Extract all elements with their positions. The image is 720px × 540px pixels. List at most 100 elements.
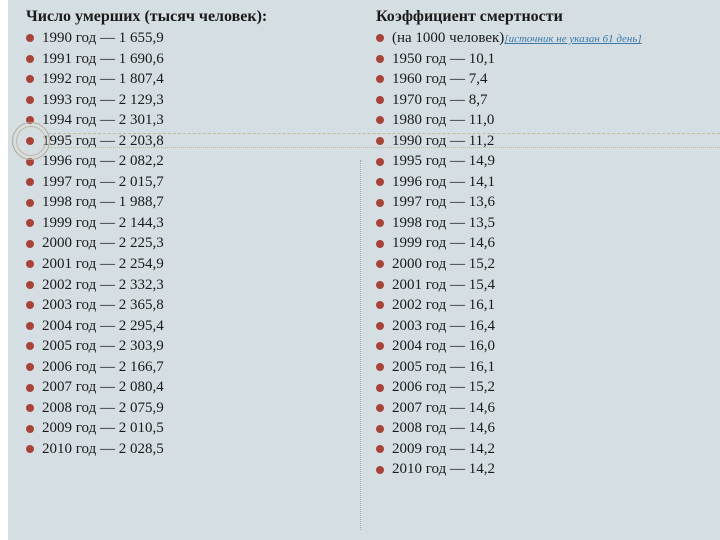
bullet-icon [376,75,384,83]
bullet-icon [376,199,384,207]
list-item: 1990 год — 1 655,9 [26,28,356,49]
decorative-dotted-line [48,147,720,148]
bullet-icon [26,240,34,248]
list-item: 1996 год — 14,1 [376,172,706,193]
list-item: 2005 год — 16,1 [376,357,706,378]
sub-note-text: (на 1000 человек) [392,30,504,46]
bullet-icon [376,342,384,350]
list-item: 2003 год — 2 365,8 [26,295,356,316]
list-item: 1999 год — 14,6 [376,233,706,254]
list-item-text: 2010 год — 14,2 [392,459,495,480]
bullet-icon [26,322,34,330]
list-item: 2010 год — 2 028,5 [26,439,356,460]
right-column: Коэффициент смертности (на 1000 человек)… [364,8,706,480]
list-item: 2002 год — 2 332,3 [26,275,356,296]
left-heading: Число умерших (тысяч человек): [14,8,356,26]
list-item-text: 1996 год — 2 082,2 [42,151,164,172]
list-item-text: 1998 год — 13,5 [392,213,495,234]
list-item: 2006 год — 2 166,7 [26,357,356,378]
bullet-icon [376,34,384,42]
list-item-text: 2000 год — 15,2 [392,254,495,275]
decorative-circle [12,122,50,160]
list-item-text: 2006 год — 15,2 [392,377,495,398]
list-item: 1997 год — 13,6 [376,192,706,213]
right-heading: Коэффициент смертности [364,8,706,26]
list-item: 2008 год — 2 075,9 [26,398,356,419]
list-item-text: 2002 год — 16,1 [392,295,495,316]
list-item: 2004 год — 16,0 [376,336,706,357]
list-item-text: 1998 год — 1 988,7 [42,192,164,213]
list-item-text: 2004 год — 2 295,4 [42,316,164,337]
list-item-text: 1991 год — 1 690,6 [42,49,164,70]
bullet-icon [376,466,384,474]
list-item-text: 2000 год — 2 225,3 [42,233,164,254]
bullet-icon [376,240,384,248]
bullet-icon [26,75,34,83]
bullet-icon [26,404,34,412]
list-item: 2002 год — 16,1 [376,295,706,316]
list-item: 2003 год — 16,4 [376,316,706,337]
list-item-text: 2010 год — 2 028,5 [42,439,164,460]
bullet-icon [376,260,384,268]
list-item-text: 2008 год — 14,6 [392,418,495,439]
list-item: 2006 год — 15,2 [376,377,706,398]
bullet-icon [26,178,34,186]
list-item-text: 2006 год — 2 166,7 [42,357,164,378]
list-item: 2000 год — 15,2 [376,254,706,275]
list-item-text: 1950 год — 10,1 [392,49,495,70]
source-link[interactable]: [источник не указан 61 день] [504,33,641,45]
bullet-icon [26,384,34,392]
list-item: 1999 год — 2 144,3 [26,213,356,234]
list-item: 2008 год — 14,6 [376,418,706,439]
bullet-icon [376,322,384,330]
mortality-rate-list: (на 1000 человек)[источник не указан 61 … [364,28,706,480]
deaths-list: 1990 год — 1 655,91991 год — 1 690,61992… [14,28,356,459]
list-item: 1992 год — 1 807,4 [26,69,356,90]
list-item-text: 1970 год — 8,7 [392,90,487,111]
list-item-text: 1999 год — 2 144,3 [42,213,164,234]
bullet-icon [26,96,34,104]
list-item-text: 1996 год — 14,1 [392,172,495,193]
bullet-icon [26,425,34,433]
bullet-icon [26,445,34,453]
bullet-icon [26,342,34,350]
list-item: 1950 год — 10,1 [376,49,706,70]
bullet-icon [376,445,384,453]
list-item-text: 1990 год — 1 655,9 [42,28,164,49]
list-item-text: 2007 год — 2 080,4 [42,377,164,398]
list-item-text: 1994 год — 2 301,3 [42,110,164,131]
bullet-icon [376,404,384,412]
list-item-text: 2001 год — 15,4 [392,275,495,296]
bullet-icon [376,116,384,124]
bullet-icon [26,260,34,268]
list-item: 2001 год — 15,4 [376,275,706,296]
list-item: 1980 год — 11,0 [376,110,706,131]
center-divider [360,160,361,530]
list-item: 1998 год — 13,5 [376,213,706,234]
list-item-text: 2004 год — 16,0 [392,336,495,357]
list-item-text: 2005 год — 2 303,9 [42,336,164,357]
list-item-text: 2009 год — 2 010,5 [42,418,164,439]
list-item-text: 1999 год — 14,6 [392,233,495,254]
list-item: 2009 год — 14,2 [376,439,706,460]
list-item: 1960 год — 7,4 [376,69,706,90]
bullet-icon [376,96,384,104]
decorative-dashed-line [48,133,720,134]
list-item-text: 2003 год — 16,4 [392,316,495,337]
bullet-icon [376,425,384,433]
list-item-text: 1995 год — 14,9 [392,151,495,172]
list-item-text: 1993 год — 2 129,3 [42,90,164,111]
bullet-icon [376,301,384,309]
bullet-icon [376,158,384,166]
bullet-icon [376,281,384,289]
bullet-icon [376,178,384,186]
list-item-text: 2003 год — 2 365,8 [42,295,164,316]
list-item: 1995 год — 14,9 [376,151,706,172]
left-edge-decoration [0,0,8,540]
bullet-icon [376,55,384,63]
list-item-text: 2005 год — 16,1 [392,357,495,378]
list-item: (на 1000 человек)[источник не указан 61 … [376,28,706,49]
list-item-text: 1960 год — 7,4 [392,69,487,90]
bullet-icon [376,384,384,392]
list-item: 1991 год — 1 690,6 [26,49,356,70]
